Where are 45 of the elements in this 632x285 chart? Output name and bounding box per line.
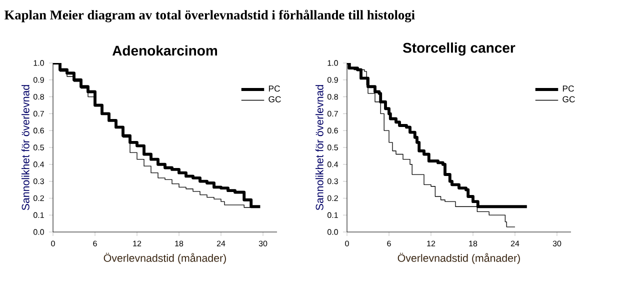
- y-tick-label: 0.7: [33, 110, 44, 117]
- x-tick-label: 24: [216, 240, 226, 246]
- y-tick-label: 0.1: [33, 212, 44, 218]
- y-tick-label: 0.3: [327, 178, 338, 184]
- y-tick-label: 0.6: [327, 128, 338, 134]
- y-tick-label: 0.5: [327, 144, 338, 150]
- y-tick-label: 0.4: [327, 162, 338, 168]
- x-tick-label: 18: [469, 240, 478, 246]
- text: Kaplan Meier diagram av total överlevnadstid i förhållande till histologi: [4, 10, 415, 22]
- chart-title: Storcellig cancer: [402, 42, 516, 56]
- y-tick-label: 1.0: [328, 60, 338, 66]
- y-tick-label: 0.9: [33, 77, 44, 83]
- x-tick-label: 12: [427, 240, 436, 246]
- y-tick-label: 0.8: [327, 94, 338, 100]
- x-tick-label: 30: [258, 240, 268, 246]
- x-tick-label: 12: [133, 240, 142, 246]
- y-tick-label: 0.3: [33, 178, 44, 184]
- x-axis-title: Överlevnadstid (månader): [398, 252, 520, 264]
- y-tick-label: 0.0: [327, 229, 338, 235]
- y-tick-label: 0.6: [33, 128, 44, 134]
- y-tick-label: 0.4: [33, 162, 44, 168]
- y-tick-label: 0.2: [33, 195, 44, 202]
- x-tick-label: 6: [387, 240, 391, 246]
- x-tick-label: 18: [175, 240, 184, 246]
- x-tick-label: 30: [552, 240, 562, 246]
- y-tick-label: 0.2: [327, 195, 338, 202]
- legend-label: PC: [268, 86, 280, 92]
- legend-label: GC: [268, 96, 281, 102]
- legend-label: PC: [562, 86, 574, 92]
- x-tick-label: 0: [345, 240, 349, 246]
- y-tick-label: 0.5: [33, 144, 44, 150]
- legend-label: GC: [562, 96, 575, 102]
- x-tick-label: 24: [510, 240, 520, 246]
- y-tick-label: 0.9: [327, 77, 338, 83]
- x-axis-title: Överlevnadstid (månader): [104, 252, 226, 264]
- y-tick-label: 1.0: [34, 60, 44, 66]
- chart-title: Adenokarcinom: [112, 45, 218, 56]
- x-tick-label: 0: [51, 240, 55, 246]
- y-tick-label: 0.0: [33, 229, 44, 235]
- y-tick-label: 0.8: [33, 94, 44, 100]
- y-axis-title: Sannolikhet för överlevnad: [316, 85, 324, 210]
- y-axis-title: Sannolikhet för överlevnad: [22, 85, 30, 210]
- y-tick-label: 0.7: [327, 110, 338, 117]
- x-tick-label: 6: [93, 240, 97, 246]
- y-tick-label: 0.1: [327, 212, 338, 218]
